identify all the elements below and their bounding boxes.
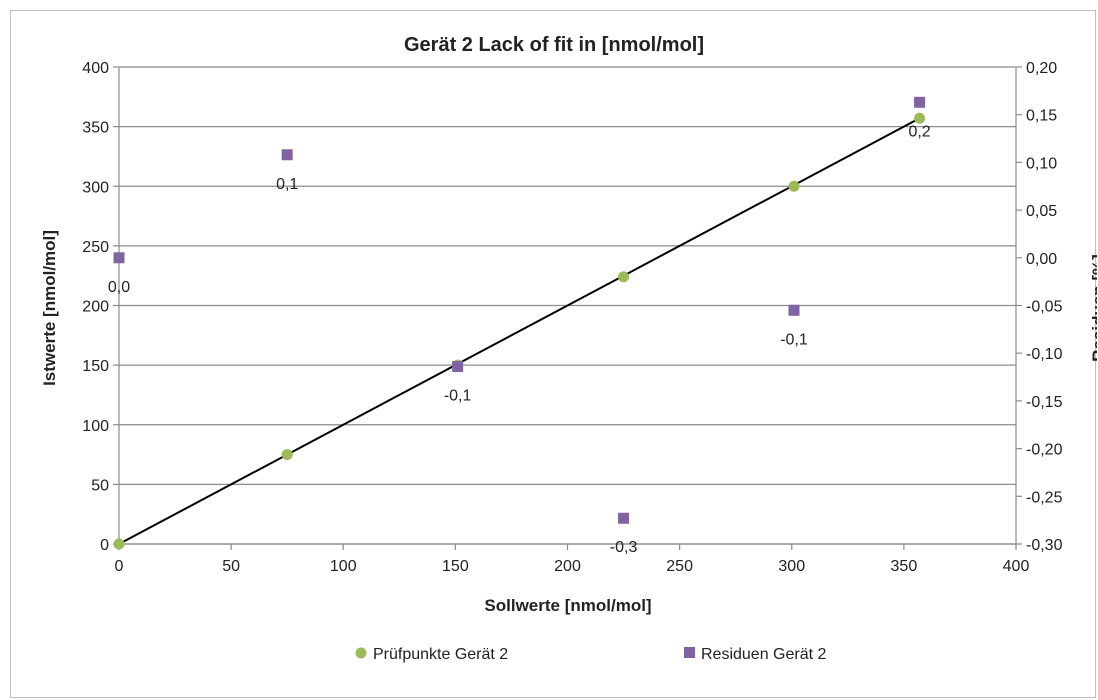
x-tick-label: 250 <box>666 558 693 575</box>
y2-tick-label: 0,00 <box>1026 251 1057 268</box>
y2-tick-label: 0,15 <box>1026 108 1057 125</box>
data-marks <box>113 96 926 550</box>
residuum-point <box>618 512 630 524</box>
y-tick-label: 0 <box>100 537 109 554</box>
chart-svg: 050100150200250300350400-0,30-0,25-0,20-… <box>40 34 1097 663</box>
y-tick-label: 350 <box>82 120 109 137</box>
y2-tick-label: -0,30 <box>1026 537 1063 554</box>
y2-tick-label: 0,10 <box>1026 155 1057 172</box>
chart-area: 0 50 100 150 200 250 300 350 400 -0,30 -0,25 -0,20-… <box>10 10 1097 698</box>
y2-tick-label: 0,05 <box>1026 203 1057 220</box>
x-tick-label: 50 <box>222 558 240 575</box>
residuum-point <box>281 149 293 161</box>
y-tick-label: 150 <box>82 358 109 375</box>
y2-tick-label: -0,25 <box>1026 489 1063 506</box>
x-tick-label: 100 <box>330 558 357 575</box>
y2-tick-label: -0,15 <box>1026 394 1063 411</box>
y2-axis-title: Residuen [%] <box>1089 254 1097 362</box>
legend-marker-residuen <box>684 647 695 658</box>
residuum-point <box>452 361 464 373</box>
residuum-data-label: 0,0 <box>108 279 130 296</box>
y2-tick-label: -0,05 <box>1026 299 1063 316</box>
y-tick-label: 300 <box>82 179 109 196</box>
pruefpunkt-point <box>618 271 630 283</box>
residuum-point <box>788 304 800 316</box>
axes: 050100150200250300350400-0,30-0,25-0,20-… <box>82 60 1062 575</box>
chart-title: Gerät 2 Lack of fit in [nmol/mol] <box>404 34 704 56</box>
legend-label-pruefpunkte: Prüfpunkte Gerät 2 <box>373 646 508 663</box>
x-tick-label: 300 <box>778 558 805 575</box>
y2-tick-label: -0,20 <box>1026 442 1063 459</box>
residuum-data-label: -0,1 <box>444 388 472 405</box>
x-tick-label: 350 <box>891 558 918 575</box>
pruefpunkt-point <box>788 180 800 192</box>
residuum-data-label: 0,1 <box>276 176 298 193</box>
y-tick-label: 50 <box>91 477 109 494</box>
residuum-data-label: -0,1 <box>780 331 808 348</box>
data-labels: 0,0 0,1 -0,1 -0,3 -0,1 0,2 <box>108 123 931 556</box>
y-tick-label: 400 <box>82 60 109 77</box>
y-tick-label: 250 <box>82 239 109 256</box>
x-tick-label: 400 <box>1003 558 1030 575</box>
legend-marker-pruefpunkte <box>355 647 367 659</box>
legend-label-residuen: Residuen Gerät 2 <box>701 646 827 663</box>
residuum-point <box>914 96 926 108</box>
pruefpunkt-point <box>914 112 926 124</box>
y2-tick-label: 0,20 <box>1026 60 1057 77</box>
x-tick-label: 0 <box>115 558 124 575</box>
residuum-point <box>113 252 125 264</box>
x-axis-title: Sollwerte [nmol/mol] <box>484 596 651 615</box>
y2-tick-label: -0,10 <box>1026 346 1063 363</box>
residuum-data-label: 0,2 <box>908 123 930 140</box>
y-axis-title: Istwerte [nmol/mol] <box>40 230 59 386</box>
x-tick-label: 150 <box>442 558 469 575</box>
pruefpunkt-point <box>113 538 125 550</box>
y-tick-label: 200 <box>82 299 109 316</box>
pruefpunkt-point <box>281 449 293 461</box>
trendline-line <box>118 117 921 545</box>
x-tick-label: 200 <box>554 558 581 575</box>
y-tick-label: 100 <box>82 418 109 435</box>
residuum-data-label: -0,3 <box>610 539 638 556</box>
legend: Prüfpunkte Gerät 2 Residuen Gerät 2 <box>355 646 827 663</box>
trendline <box>118 117 921 545</box>
